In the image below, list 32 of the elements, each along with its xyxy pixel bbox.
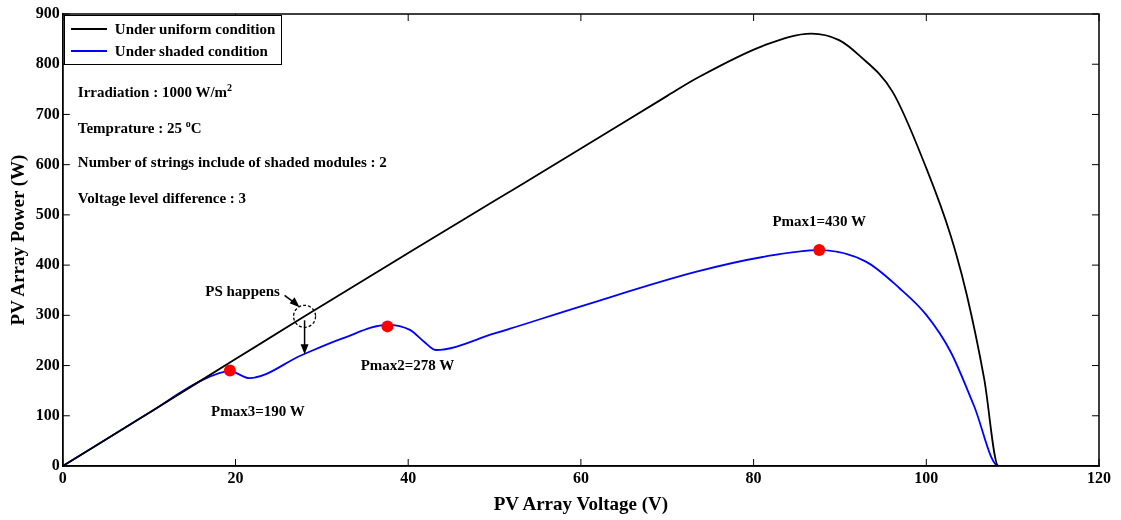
annotation: PS happens [205,283,281,300]
point [813,244,826,257]
x-tick-label: 80 [745,468,762,486]
x-tick-label: 40 [400,468,417,486]
annotation: Voltage level difference : 3 [77,190,247,207]
y-tick-label: 200 [35,355,60,373]
x-tick-label: 120 [1087,468,1111,486]
legend-label: Under shaded condition [114,42,268,60]
x-tick-label: 100 [914,468,939,486]
y-tick-label: 900 [35,4,60,22]
x-tick-label: 60 [572,468,589,486]
y-tick-label: 300 [35,305,60,323]
point [292,304,317,328]
point [223,364,236,377]
point [381,320,394,333]
y-tick-label: 100 [35,405,60,423]
y-tick-label: 600 [35,154,60,172]
x-axis-title: PV Array Voltage (V) [493,492,669,515]
x-tick-label: 20 [227,468,244,486]
y-tick-label: 800 [35,54,60,72]
y-tick-label: 0 [51,456,60,474]
annotation: Pmax2=278 W [360,357,455,374]
y-tick-label: 500 [35,205,60,223]
annotation: Temprature : 25 $^{o}$C [77,118,202,137]
y-tick-label: 700 [35,104,60,122]
annotation: Irradiation : 1000 W/m$^{2}$ [77,82,233,101]
annotation: Number of strings include of shaded modules : 2 [77,154,387,171]
annotation: Pmax3=190 W [211,403,305,420]
annotation: Pmax1=430 W [772,212,867,229]
legend-label: Under uniform condition [114,20,276,38]
y-tick-label: 400 [35,255,60,273]
y-axis-title: PV Array Power (W) [7,154,30,326]
